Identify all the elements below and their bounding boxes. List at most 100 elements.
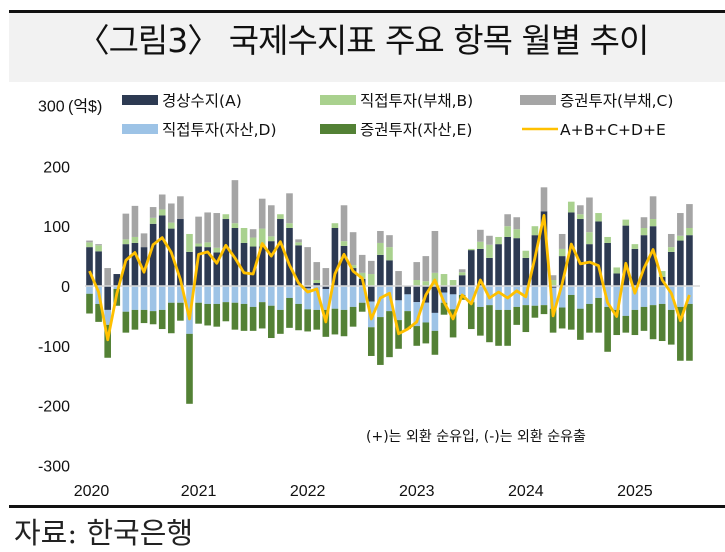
bar-fdi-asset [467,286,475,303]
bar-current-account [240,242,248,286]
bar-fdi-asset [286,286,293,298]
bar-portfolio-asset [567,294,575,330]
bar-portfolio-asset [168,302,175,334]
chart-title: 〈그림3〉 국제수지표 주요 항목 월별 추이 [76,21,650,60]
bar-portfolio-asset [268,305,275,339]
bar-fdi-asset [104,309,111,325]
x-tick-label: 2023 [399,483,435,500]
bar-current-account [649,226,657,286]
bar-fdi-liab [604,236,611,243]
bar-portfolio-liab [231,180,239,224]
bar-current-account [113,274,121,286]
bar-fdi-liab [331,223,339,228]
bar-fdi-asset [595,286,602,298]
bar-portfolio-liab [268,205,275,237]
bar-portfolio-asset [222,302,230,322]
legend: 경상수지(A) 직접투자(부채,B) 증권투자(부채,C) 직접투자(자산,D) 증권투… [122,92,673,139]
bar-fdi-liab [231,223,239,228]
bar-portfolio-liab [349,232,357,266]
bar-portfolio-liab [377,230,384,243]
bar-portfolio-asset [640,306,648,331]
bar-current-account [395,286,402,301]
bar-fdi-liab [86,242,93,248]
bar-portfolio-liab [549,275,557,281]
bar-portfolio-asset [149,311,157,325]
bar-fdi-asset [131,286,139,310]
bar-portfolio-liab [122,213,130,240]
bar-fdi-liab [286,223,293,228]
bar-fdi-asset [195,286,202,303]
bar-portfolio-asset [540,305,548,315]
bar-portfolio-asset [313,309,321,330]
bar-portfolio-asset [522,305,530,333]
bar-fdi-liab [277,214,284,220]
bar-current-account [149,223,157,286]
bar-portfolio-asset [213,303,221,327]
bar-fdi-asset [531,286,539,306]
bar-portfolio-asset [504,309,511,346]
bar-portfolio-asset [440,302,448,315]
bar-fdi-asset [431,312,439,331]
bar-current-account [477,248,484,286]
bar-fdi-liab [149,217,157,224]
bar-fdi-asset [649,286,657,306]
bar-fdi-liab [658,271,666,278]
bar-fdi-asset [567,286,575,295]
bar-fdi-asset [340,286,348,310]
bar-portfolio-liab [258,198,266,229]
bar-fdi-asset [395,300,402,321]
y-tick-label: -200 [38,399,70,416]
bar-fdi-liab [195,243,202,247]
bar-current-account [295,245,302,286]
bar-portfolio-asset [495,309,502,346]
bar-portfolio-asset [558,307,566,329]
bar-portfolio-liab [504,214,511,227]
bar-portfolio-liab [431,230,439,273]
bar-current-account [522,257,530,286]
bar-fdi-asset [577,286,584,309]
bar-fdi-liab [558,248,566,257]
bar-portfolio-liab [513,217,521,230]
bar-fdi-liab [631,244,639,249]
bar-portfolio-asset [277,309,284,334]
bar-current-account [331,227,339,286]
bar-current-account [431,286,439,313]
y-tick-label: 100 [43,219,70,236]
bar-portfolio-liab [649,196,657,220]
bar-current-account [631,248,639,286]
legend-swatch-C [520,95,556,105]
bar-current-account [613,273,621,286]
bar-fdi-asset [677,286,684,307]
bar-fdi-liab [122,239,130,245]
bar-fdi-asset [122,286,130,312]
bar-portfolio-liab [195,216,202,244]
chart: 경상수지(A) 직접투자(부채,B) 증권투자(부채,C) 직접투자(자산,D) 증권투… [38,92,700,500]
bar-fdi-asset [113,286,121,289]
bar-portfolio-asset [322,309,330,337]
bar-fdi-asset [168,286,175,303]
bar-current-account [686,235,693,286]
bar-portfolio-liab [413,262,421,281]
bar-portfolio-asset [549,308,557,333]
bar-portfolio-liab [249,229,257,238]
legend-label: A+B+C+D+E [560,121,666,139]
bar-fdi-liab [477,241,484,249]
bar-fdi-asset [268,286,275,306]
bar-current-account [367,286,375,302]
bar-fdi-asset [658,286,666,304]
bar-fdi-liab [531,226,539,236]
bar-portfolio-asset [686,303,693,361]
bar-portfolio-asset [631,309,639,336]
bar-portfolio-asset [658,303,666,342]
bar-portfolio-asset [304,309,311,332]
bar-portfolio-liab [477,229,484,242]
sum-line [88,213,691,342]
bar-fdi-liab [240,227,248,243]
top-rule [9,10,725,13]
bar-portfolio-asset [486,305,493,343]
bar-portfolio-liab [322,268,330,286]
bar-fdi-asset [422,302,430,323]
y-tick-label: -300 [38,458,70,475]
bar-fdi-asset [558,286,566,308]
bar-portfolio-asset [358,302,366,312]
